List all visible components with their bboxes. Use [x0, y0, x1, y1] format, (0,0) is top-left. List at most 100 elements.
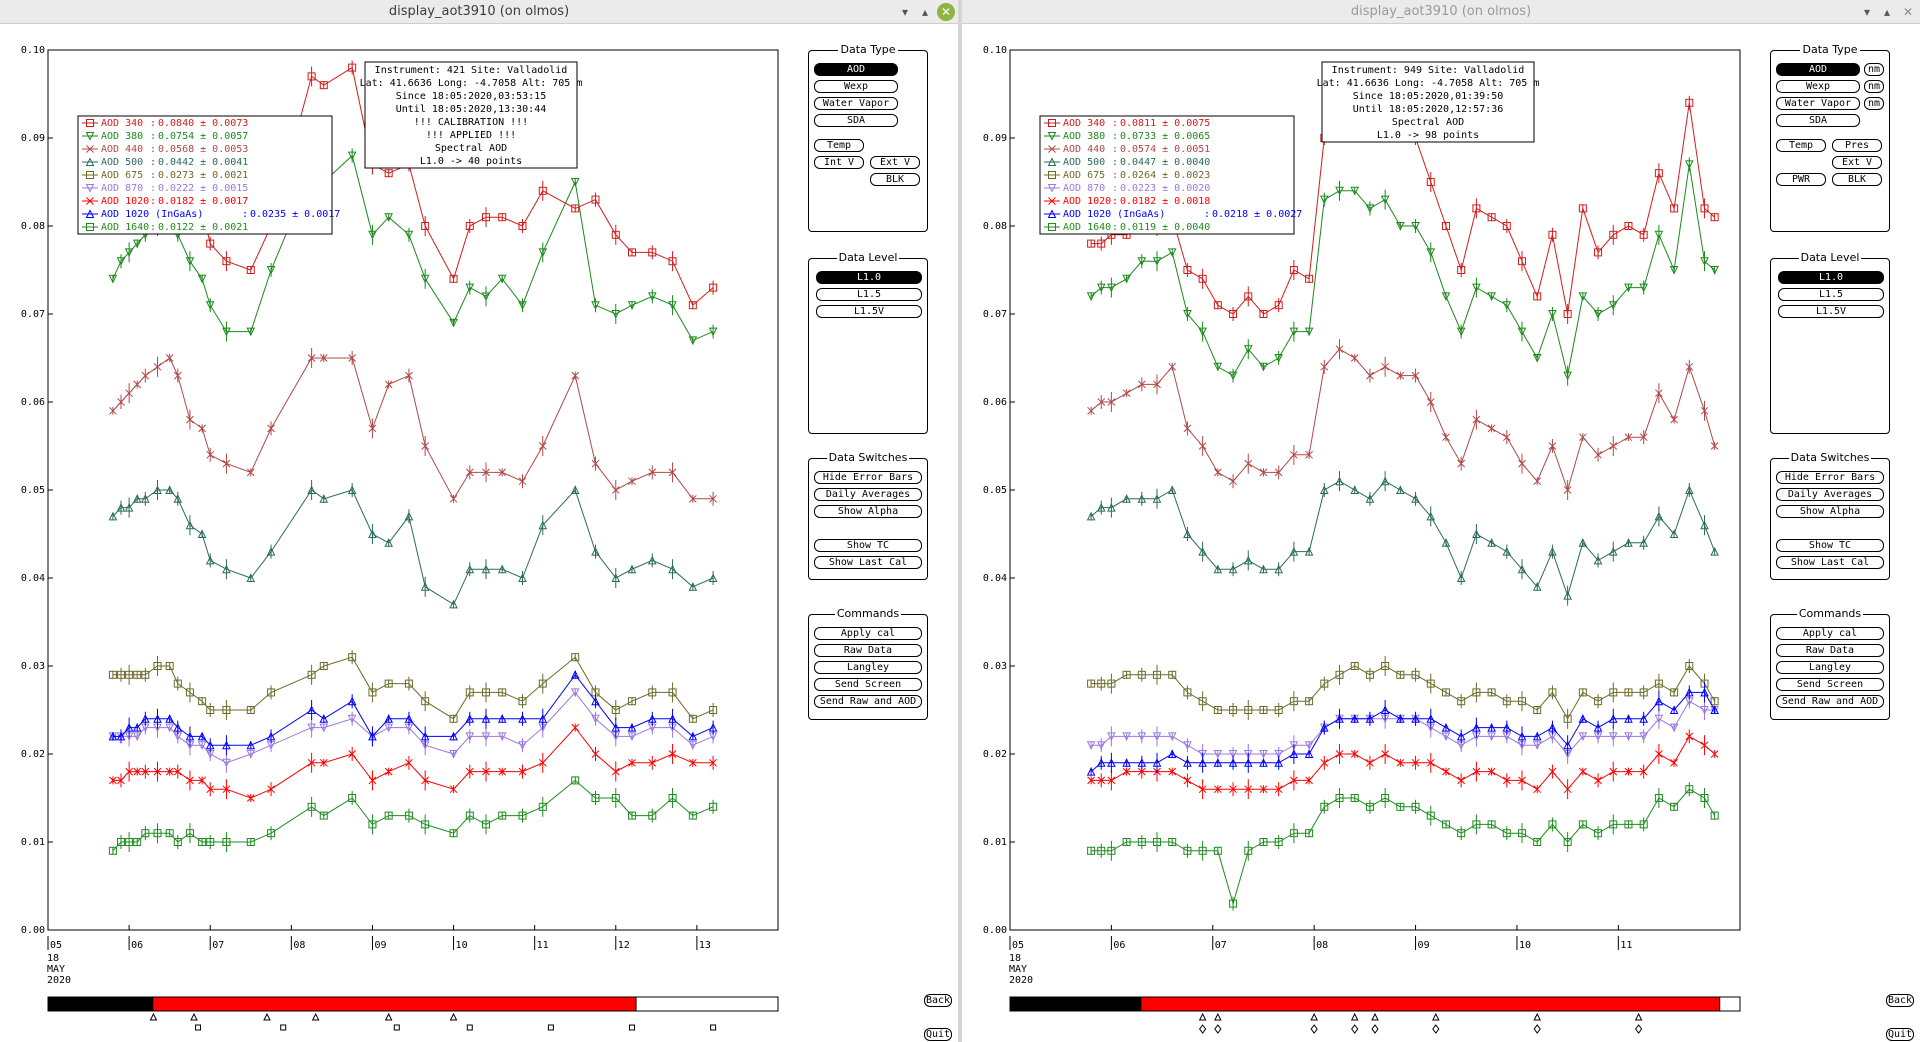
sda-button[interactable]: SDA	[814, 114, 898, 127]
l1-0-button[interactable]: L1.0	[1778, 271, 1884, 284]
data-point	[1487, 767, 1496, 776]
send-raw-and-aod-button[interactable]: Send Raw and AOD	[814, 695, 922, 708]
daily-averages-button[interactable]: Daily Averages	[814, 488, 922, 501]
data-point	[1305, 697, 1314, 706]
minimize-icon[interactable]: ▾	[1863, 5, 1871, 19]
minimize-icon[interactable]: ▾	[901, 5, 909, 19]
back-button[interactable]: Back	[924, 994, 952, 1007]
data-point	[1624, 283, 1633, 293]
data-point	[1487, 688, 1496, 697]
sda-button[interactable]: SDA	[1776, 114, 1860, 127]
data-point	[165, 485, 174, 494]
langley-button[interactable]: Langley	[1776, 661, 1884, 674]
send-raw-and-aod-button[interactable]: Send Raw and AOD	[1776, 695, 1884, 708]
water-vapor-button[interactable]: Water Vapor	[1776, 97, 1860, 110]
show-alpha-button[interactable]: Show Alpha	[1776, 505, 1884, 518]
send-screen-button[interactable]: Send Screen	[814, 678, 922, 691]
raw-data-button[interactable]: Raw Data	[814, 644, 922, 657]
show-alpha-button[interactable]: Show Alpha	[814, 505, 922, 518]
l1-5v-button[interactable]: L1.5V	[816, 305, 922, 318]
raw-data-button[interactable]: Raw Data	[1776, 644, 1884, 657]
data-point	[709, 494, 717, 503]
timeline-frame	[1009, 996, 1741, 1012]
maximize-icon[interactable]: ▴	[921, 5, 929, 19]
timeline-marker	[547, 1024, 554, 1031]
l1-5v-button[interactable]: L1.5V	[1778, 305, 1884, 318]
show-last-cal-button[interactable]: Show Last Cal	[1776, 556, 1884, 569]
show-tc-button[interactable]: Show TC	[1776, 539, 1884, 552]
data-type-panel: Data Type AOD nm Wexp nm Water Vapor nm …	[1770, 43, 1890, 232]
data-point	[165, 723, 174, 733]
pres-button[interactable]: Pres	[1832, 139, 1882, 152]
data-point	[141, 494, 150, 503]
data-point	[668, 750, 677, 758]
data-point	[1624, 433, 1633, 442]
data-point	[1624, 538, 1633, 547]
apply-cal-button[interactable]: Apply cal	[1776, 627, 1884, 640]
temp-button[interactable]: Temp	[1776, 139, 1826, 152]
show-tc-button[interactable]: Show TC	[814, 539, 922, 552]
hide-error-bars-button[interactable]: Hide Error Bars	[814, 471, 922, 484]
data-point	[205, 740, 215, 750]
ext-v-button[interactable]: Ext V	[870, 156, 920, 169]
window-title: display_aot3910 (on olmos)	[388, 4, 570, 19]
wexp-button[interactable]: Wexp	[1776, 80, 1860, 93]
y-tick-label: 0.00	[21, 925, 45, 936]
data-point	[421, 222, 430, 230]
legend-value: 0.0811 ± 0.0075	[1120, 118, 1210, 129]
window-titlebar[interactable]: display_aot3910 (on olmos) ▾ ▴ ✕	[962, 0, 1920, 24]
blk-button[interactable]: BLK	[870, 173, 920, 186]
nm-button[interactable]: nm	[1864, 63, 1884, 76]
l1-5-button[interactable]: L1.5	[1778, 288, 1884, 301]
data-point	[347, 151, 357, 161]
nm-button[interactable]: nm	[1864, 97, 1884, 110]
send-screen-button[interactable]: Send Screen	[1776, 678, 1884, 691]
langley-button[interactable]: Langley	[814, 661, 922, 674]
data-point	[1441, 292, 1451, 302]
data-point	[319, 811, 328, 820]
water-vapor-button[interactable]: Water Vapor	[814, 97, 898, 110]
legend-colon: :	[150, 196, 156, 207]
blk-button[interactable]: BLK	[1832, 173, 1882, 186]
data-point	[591, 459, 600, 468]
l1-0-button[interactable]: L1.0	[816, 271, 922, 284]
show-last-cal-button[interactable]: Show Last Cal	[814, 556, 922, 569]
hide-error-bars-button[interactable]: Hide Error Bars	[1776, 471, 1884, 484]
aod-button[interactable]: AOD	[814, 63, 898, 76]
data-point	[1517, 564, 1527, 574]
x-tick-label: 12	[618, 940, 630, 951]
data-point	[1289, 697, 1298, 706]
data-point	[1639, 433, 1648, 442]
y-tick-label: 0.10	[983, 45, 1007, 56]
back-button[interactable]: Back	[1886, 994, 1914, 1007]
data-point	[1396, 714, 1405, 723]
data-point	[384, 723, 393, 733]
quit-button[interactable]: Quit	[924, 1028, 952, 1041]
data-point	[1684, 687, 1694, 697]
temp-button[interactable]: Temp	[814, 139, 864, 152]
aod-button[interactable]: AOD	[1776, 63, 1860, 76]
data-point	[1259, 758, 1268, 767]
data-point	[1533, 838, 1542, 846]
ext-v-button[interactable]: Ext V	[1832, 156, 1882, 169]
wexp-button[interactable]: Wexp	[814, 80, 898, 93]
nm-button[interactable]: nm	[1864, 80, 1884, 93]
data-point	[1087, 776, 1095, 785]
data-point	[647, 555, 657, 565]
maximize-icon[interactable]: ▴	[1883, 5, 1891, 19]
l1-5-button[interactable]: L1.5	[816, 288, 922, 301]
window-titlebar[interactable]: display_aot3910 (on olmos) ▾ ▴ ✕	[0, 0, 958, 24]
close-icon[interactable]: ✕	[937, 3, 955, 21]
apply-cal-button[interactable]: Apply cal	[814, 627, 922, 640]
data-point	[1048, 119, 1056, 127]
int-v-button[interactable]: Int V	[814, 156, 864, 169]
data-point	[307, 670, 316, 679]
quit-button[interactable]: Quit	[1886, 1028, 1914, 1041]
pwr-button[interactable]: PWR	[1776, 173, 1826, 186]
data-point	[518, 222, 527, 230]
data-point	[1654, 679, 1663, 688]
close-icon[interactable]: ✕	[1902, 5, 1914, 19]
data-point	[708, 573, 718, 582]
data-point	[319, 81, 328, 90]
daily-averages-button[interactable]: Daily Averages	[1776, 488, 1884, 501]
